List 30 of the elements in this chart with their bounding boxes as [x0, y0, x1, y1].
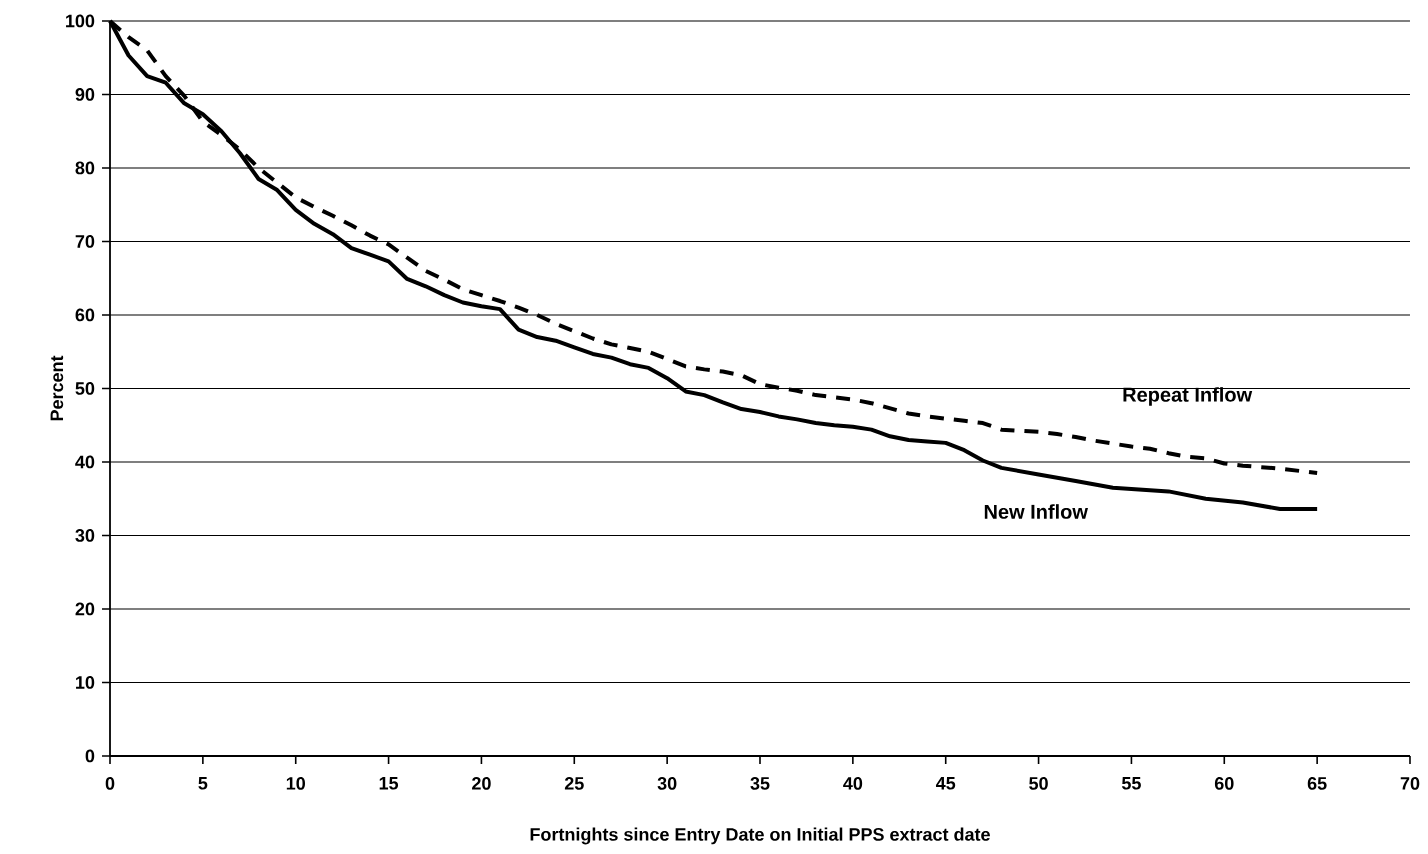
x-axis-title: Fortnights since Entry Date on Initial PPS extract date	[530, 827, 990, 845]
x-tick-label: 25	[564, 777, 584, 790]
y-axis-title: Percent	[50, 355, 64, 421]
x-tick-label: 40	[843, 777, 863, 790]
x-tick-label: 30	[657, 777, 677, 790]
x-tick-label: 0	[105, 777, 115, 790]
y-tick-label: 30	[75, 529, 95, 542]
x-tick-label: 35	[750, 777, 770, 790]
y-tick-label: 90	[75, 88, 95, 101]
x-tick-label: 45	[935, 777, 956, 790]
x-tick-label: 65	[1307, 777, 1327, 790]
x-tick-label: 5	[198, 777, 208, 790]
y-tick-label: 0	[85, 749, 95, 763]
y-tick-label: 80	[75, 161, 95, 175]
x-tick-label: 70	[1400, 777, 1420, 790]
x-tick-label: 50	[1029, 777, 1048, 790]
y-tick-label: 40	[75, 455, 95, 469]
y-tick-label: 100	[66, 14, 95, 28]
x-tick-label: 55	[1121, 777, 1141, 790]
x-tick-label: 10	[286, 777, 305, 790]
series-label: Repeat Inflow	[1123, 387, 1253, 406]
y-tick-label: 10	[76, 676, 95, 689]
y-tick-label: 70	[75, 235, 95, 248]
series-label: New Inflow	[984, 504, 1088, 519]
x-tick-label: 15	[379, 777, 399, 790]
y-tick-label: 20	[75, 602, 95, 616]
x-tick-label: 60	[1214, 777, 1234, 790]
y-tick-label: 50	[75, 382, 95, 395]
x-tick-label: 20	[472, 777, 491, 790]
y-tick-label: 60	[75, 308, 95, 322]
